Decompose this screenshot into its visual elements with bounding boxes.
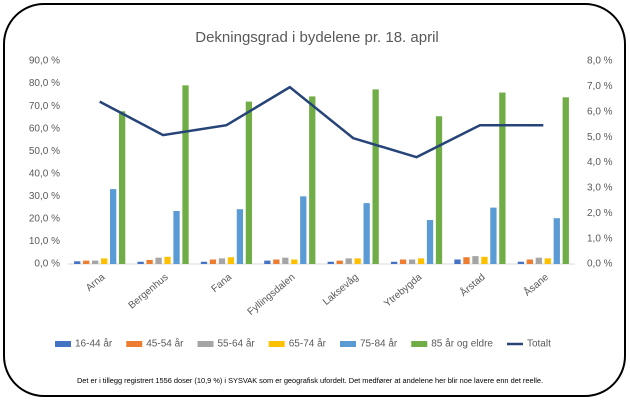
bar	[309, 96, 316, 264]
y-tick-label: 40,0 %	[29, 168, 60, 179]
y-tick-label: 30,0 %	[29, 191, 60, 202]
y-tick-label: 80,0 %	[29, 78, 60, 89]
bar	[245, 101, 253, 264]
bar	[463, 257, 470, 264]
bar	[544, 258, 551, 264]
bar	[372, 89, 379, 264]
bar	[417, 258, 425, 264]
bar	[454, 259, 461, 264]
y-tick-label: 60,0 %	[29, 123, 60, 134]
bar	[472, 256, 479, 264]
footnote: Det er i tillegg registrert 1556 doser (…	[77, 376, 543, 385]
chart-title: Dekningsgrad i bydelene pr. 18. april	[195, 29, 439, 46]
bar	[227, 257, 235, 264]
bar	[200, 261, 208, 264]
line-series	[99, 85, 544, 159]
bar	[562, 97, 569, 264]
legend-swatch	[126, 341, 143, 347]
bar	[300, 196, 307, 264]
y-tick-label: 70,0 %	[29, 101, 60, 112]
legend-swatch	[55, 341, 71, 347]
bar	[354, 258, 361, 264]
bar	[83, 260, 90, 264]
bar	[101, 258, 108, 264]
bar	[490, 207, 497, 264]
legend-label: 75-84 år	[360, 338, 398, 350]
y2-tick-label: 0,0 %	[587, 259, 613, 270]
legend-label: 16-44 år	[75, 338, 113, 350]
bar	[92, 260, 99, 264]
y-tick-label: 90,0 %	[29, 56, 60, 67]
bar	[182, 85, 189, 264]
legend-swatch	[268, 341, 285, 347]
bar	[327, 261, 334, 264]
bar	[155, 257, 162, 264]
y-tick-label: 10,0 %	[29, 236, 60, 247]
bar	[291, 259, 298, 264]
legend-swatch	[411, 341, 428, 347]
y-tick-label: 20,0 %	[29, 214, 60, 225]
bar	[390, 261, 398, 264]
y2-tick-label: 8,0 %	[587, 56, 613, 67]
bar	[164, 256, 171, 264]
bar	[236, 209, 244, 264]
bar	[209, 259, 217, 264]
legend-label: Totalt	[527, 339, 551, 350]
bar	[535, 257, 542, 264]
legend-label: 65-74 år	[289, 338, 327, 350]
y-tick-label: 0,0 %	[34, 259, 60, 270]
bar	[110, 189, 117, 264]
y2-tick-label: 3,0 %	[587, 183, 613, 194]
bar	[435, 116, 443, 264]
y2-tick-label: 4,0 %	[587, 157, 613, 168]
y2-tick-label: 5,0 %	[587, 132, 613, 143]
y2-tick-label: 1,0 %	[587, 233, 613, 244]
bar	[218, 258, 226, 264]
legend-label: 55-64 år	[218, 338, 256, 350]
y2-tick-label: 7,0 %	[587, 81, 613, 92]
bar	[137, 261, 144, 264]
bar	[74, 261, 81, 264]
bar	[146, 259, 153, 264]
bar	[399, 259, 407, 264]
bar	[499, 92, 506, 264]
bar	[282, 257, 289, 264]
bar	[273, 259, 280, 264]
legend-swatch	[197, 341, 214, 347]
bar	[336, 260, 343, 264]
bar	[345, 258, 352, 264]
y-tick-label: 50,0 %	[29, 146, 60, 157]
legend-label: 85 år og eldre	[431, 338, 493, 350]
y2-tick-label: 2,0 %	[587, 208, 613, 219]
bar	[526, 259, 533, 264]
bar	[553, 218, 560, 264]
bar	[363, 203, 370, 264]
bar	[173, 210, 180, 264]
bar	[118, 111, 126, 264]
bar	[517, 261, 525, 264]
legend-swatch	[340, 341, 356, 347]
bar	[408, 259, 416, 264]
bar	[426, 220, 434, 264]
bar	[264, 260, 271, 264]
bar	[481, 256, 488, 264]
legend-label: 45-54 år	[146, 338, 184, 350]
y2-tick-label: 6,0 %	[587, 106, 613, 117]
